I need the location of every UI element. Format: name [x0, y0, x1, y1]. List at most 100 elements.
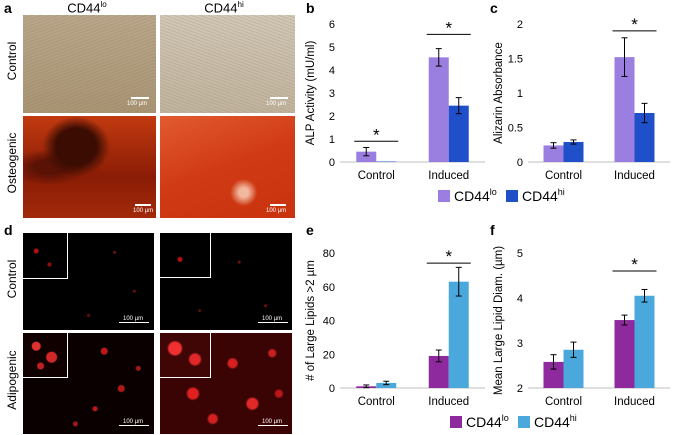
y-tick-label: 3	[517, 338, 523, 350]
micrograph-osteogenic-cd44lo: 100 µm	[23, 116, 156, 218]
bar	[634, 295, 655, 388]
y-tick-label: 2	[517, 19, 523, 31]
bar	[614, 57, 635, 163]
y-tick-label: 60	[323, 282, 335, 294]
y-tick-label: 5	[517, 248, 523, 260]
scale-label: 100 µm	[127, 101, 148, 107]
scale-label: 100 µm	[262, 419, 283, 425]
bar	[563, 349, 584, 388]
legend-swatch	[450, 416, 462, 428]
scale-label: 100 µm	[133, 208, 154, 214]
y-tick-label: 1	[329, 134, 335, 146]
legend-swatch	[506, 190, 518, 202]
panel-letter-d: d	[4, 222, 13, 238]
y-tick-label: 20	[323, 349, 335, 361]
legend-label-sup: lo	[502, 413, 509, 423]
scale-bar	[119, 425, 149, 426]
y-tick-label: 1.5	[508, 54, 523, 66]
scale-bar	[258, 425, 288, 426]
bar	[448, 105, 469, 162]
scale-label: 100 µm	[123, 316, 144, 322]
scale-label: 100 µm	[262, 316, 283, 322]
y-tick-label: 4	[329, 65, 335, 77]
micrograph-control-cd44lo-lipid: 100 µm	[23, 233, 154, 330]
micrograph-control-cd44lo: 100 µm	[23, 15, 156, 113]
bar	[543, 361, 564, 388]
legend-label-base: CD44	[466, 414, 502, 430]
legend-label-base: CD44	[454, 188, 490, 204]
y-tick-label: 0.5	[508, 123, 523, 135]
scale-bar	[135, 204, 151, 206]
legend-label: CD44hi	[522, 187, 565, 204]
legend-label-base: CD44	[534, 414, 570, 430]
lipid-dots	[23, 233, 154, 330]
bar	[356, 151, 377, 162]
legend-label: CD44lo	[454, 187, 497, 204]
bar	[376, 382, 397, 388]
scale-bar	[270, 97, 288, 99]
header-base: CD44	[204, 0, 238, 16]
micrograph-control-cd44hi: 100 µm	[160, 15, 295, 113]
y-tick-label: 1	[517, 88, 523, 100]
legend-label-base: CD44	[522, 188, 558, 204]
micrograph-adipogenic-cd44lo: 100 µm	[23, 333, 154, 434]
scale-bar	[119, 322, 149, 323]
scale-label: 100 µm	[266, 208, 287, 214]
y-tick-label: 3	[329, 88, 335, 100]
micrograph-control-cd44hi-lipid: 100 µm	[160, 233, 292, 330]
scale-label: 100 µm	[123, 419, 144, 425]
legend-swatch	[438, 190, 450, 202]
significance-star: *	[631, 15, 638, 34]
bar	[563, 141, 584, 162]
legend-swatch	[518, 416, 530, 428]
x-tick-label: Control	[545, 396, 582, 408]
panel-letter-f: f	[490, 222, 495, 238]
inset-zoom	[23, 333, 68, 378]
bar	[543, 145, 564, 162]
legend-label-sup: lo	[490, 187, 497, 197]
x-tick-label: Induced	[614, 170, 655, 182]
y-tick-label: 2	[517, 383, 523, 395]
y-tick-label: 5	[329, 42, 335, 54]
header-sup: hi	[237, 0, 244, 9]
micrograph-adipogenic-cd44hi: 100 µm	[160, 333, 292, 434]
inset-zoom	[160, 333, 211, 378]
micrograph-osteogenic-cd44hi: 100 µm	[160, 116, 295, 218]
bar	[428, 57, 449, 162]
panel-letter-e: e	[306, 222, 314, 238]
column-header-cd44lo: CD44lo	[22, 0, 152, 15]
legend-label-sup: hi	[570, 413, 577, 423]
scale-bar	[270, 204, 286, 206]
bar	[448, 281, 469, 388]
significance-star: *	[445, 18, 452, 37]
y-tick-label: 0	[329, 157, 335, 169]
column-header-cd44hi: CD44hi	[159, 0, 289, 15]
significance-star: *	[373, 125, 380, 144]
header-sup: lo	[100, 0, 107, 9]
y-tick-label: 0	[329, 383, 335, 395]
y-tick-label: 4	[517, 293, 523, 305]
y-tick-label: 80	[323, 248, 335, 260]
y-axis-label: Mean Large Lipid Diam. (µm)	[493, 246, 505, 395]
y-axis-label: Alizarin Absorbance	[493, 42, 505, 144]
scale-bar	[258, 322, 288, 323]
panel-letter-c: c	[490, 0, 498, 16]
x-tick-label: Induced	[614, 396, 655, 408]
y-axis-label: ALP Activity (mU/ml)	[305, 41, 317, 146]
panel-letter-a: a	[4, 0, 12, 16]
y-tick-label: 40	[323, 316, 335, 328]
y-tick-label: 2	[329, 111, 335, 123]
legend-label-sup: hi	[558, 187, 565, 197]
header-base: CD44	[67, 0, 101, 16]
significance-star: *	[445, 247, 452, 266]
x-tick-label: Control	[358, 170, 395, 182]
x-tick-label: Induced	[428, 396, 469, 408]
y-tick-label: 6	[329, 19, 335, 31]
bar	[428, 355, 449, 388]
y-tick-label: 0	[517, 157, 523, 169]
x-tick-label: Induced	[428, 170, 469, 182]
x-tick-label: Control	[545, 170, 582, 182]
scale-label: 100 µm	[266, 101, 287, 107]
lipid-dots	[160, 233, 292, 330]
